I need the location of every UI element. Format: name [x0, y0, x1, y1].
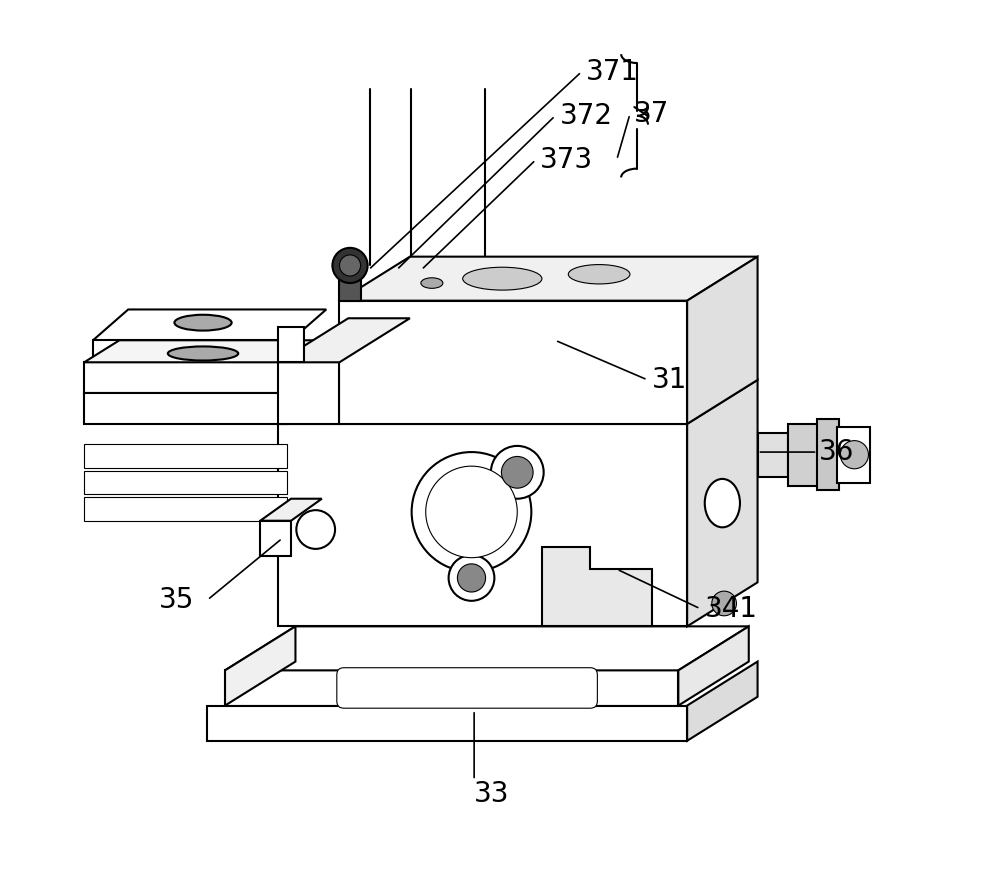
Polygon shape [788, 424, 822, 486]
Text: 341: 341 [704, 595, 757, 623]
Ellipse shape [462, 268, 541, 291]
Polygon shape [84, 497, 286, 521]
FancyBboxPatch shape [336, 668, 597, 708]
Polygon shape [278, 380, 757, 424]
Polygon shape [278, 318, 409, 362]
Circle shape [296, 510, 334, 549]
Polygon shape [541, 547, 652, 626]
Circle shape [339, 255, 360, 276]
Circle shape [839, 441, 868, 469]
Polygon shape [339, 257, 757, 301]
Polygon shape [278, 362, 339, 424]
Circle shape [425, 466, 517, 558]
Text: 37: 37 [634, 100, 669, 128]
Polygon shape [278, 327, 304, 362]
Polygon shape [339, 301, 686, 424]
Polygon shape [686, 380, 757, 626]
Polygon shape [84, 471, 286, 494]
Polygon shape [686, 661, 757, 741]
Text: 33: 33 [473, 780, 509, 808]
Text: 371: 371 [586, 57, 638, 86]
Text: 35: 35 [159, 586, 194, 614]
Polygon shape [757, 433, 788, 477]
Polygon shape [84, 444, 286, 468]
Polygon shape [84, 393, 286, 424]
Circle shape [457, 564, 485, 592]
Polygon shape [172, 375, 291, 393]
Polygon shape [677, 626, 748, 706]
Polygon shape [84, 362, 286, 393]
Circle shape [711, 591, 736, 615]
Ellipse shape [704, 479, 740, 527]
Text: 372: 372 [559, 102, 612, 130]
Polygon shape [84, 340, 321, 362]
Circle shape [411, 452, 530, 572]
Text: 373: 373 [539, 146, 593, 174]
Polygon shape [260, 521, 291, 556]
Circle shape [490, 446, 543, 499]
Ellipse shape [168, 346, 238, 360]
Text: 31: 31 [652, 366, 686, 394]
Ellipse shape [568, 265, 629, 284]
Polygon shape [278, 424, 686, 626]
Ellipse shape [175, 314, 232, 330]
Ellipse shape [420, 278, 443, 289]
Circle shape [332, 248, 367, 283]
Polygon shape [836, 426, 870, 483]
Polygon shape [339, 275, 361, 301]
Polygon shape [93, 309, 326, 340]
Polygon shape [260, 499, 321, 521]
Polygon shape [207, 706, 686, 741]
Polygon shape [225, 626, 748, 670]
Polygon shape [686, 257, 757, 424]
Polygon shape [225, 670, 677, 706]
Circle shape [501, 457, 532, 488]
Polygon shape [93, 340, 291, 375]
Circle shape [449, 555, 494, 600]
Polygon shape [225, 626, 295, 706]
Text: 36: 36 [818, 438, 854, 466]
Polygon shape [816, 419, 838, 490]
